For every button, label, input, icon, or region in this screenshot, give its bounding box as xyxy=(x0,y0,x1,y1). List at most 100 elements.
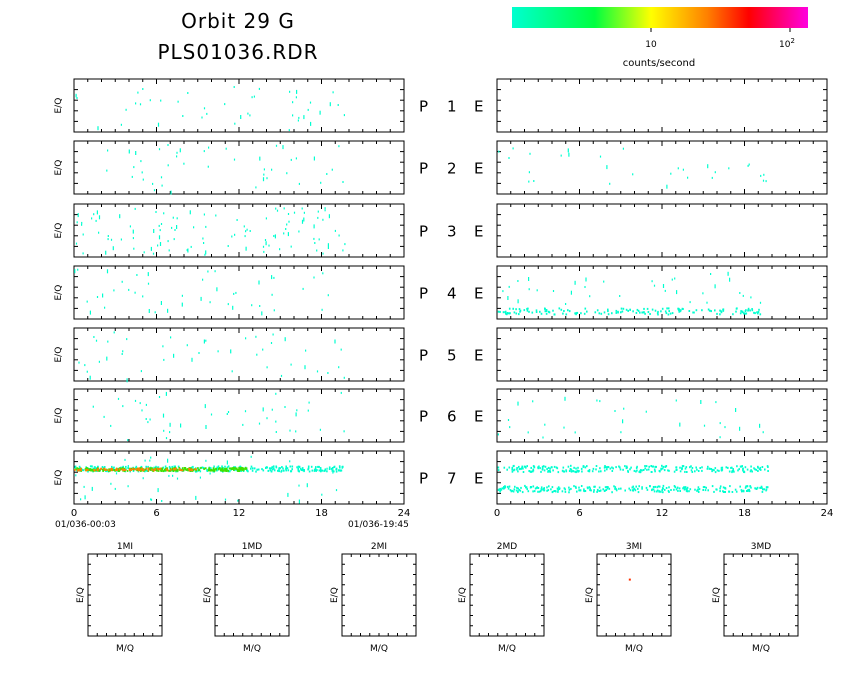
data-point xyxy=(163,429,165,432)
data-point xyxy=(107,238,109,241)
data-point xyxy=(574,470,576,473)
data-point xyxy=(311,469,314,472)
data-point xyxy=(647,311,650,313)
data-point xyxy=(574,485,577,488)
data-point xyxy=(578,486,580,489)
data-point xyxy=(506,485,509,488)
data-point xyxy=(176,225,178,229)
right-P1-frame xyxy=(496,78,828,133)
data-point xyxy=(216,466,218,469)
data-point xyxy=(540,470,542,473)
data-point xyxy=(303,470,305,473)
data-point xyxy=(214,270,216,273)
data-point xyxy=(95,219,97,222)
data-point xyxy=(136,468,138,471)
data-point xyxy=(186,249,188,252)
data-point xyxy=(335,468,337,471)
data-point xyxy=(227,465,230,468)
data-point xyxy=(178,468,181,471)
data-point xyxy=(270,342,273,344)
data-point xyxy=(273,276,275,279)
data-point xyxy=(302,469,304,472)
data-point xyxy=(681,465,684,468)
data-point xyxy=(209,301,211,304)
data-point xyxy=(224,467,226,470)
data-point xyxy=(565,303,567,305)
data-point xyxy=(714,284,716,289)
data-point xyxy=(701,466,703,469)
data-point xyxy=(633,469,636,472)
data-point xyxy=(714,471,717,474)
data-point xyxy=(606,466,608,469)
data-point xyxy=(251,96,253,99)
data-point xyxy=(162,413,165,418)
data-point xyxy=(165,469,167,472)
data-point xyxy=(707,465,709,468)
data-point xyxy=(538,490,541,493)
data-point xyxy=(286,223,288,226)
data-point xyxy=(528,171,530,174)
data-point xyxy=(338,469,340,472)
data-point xyxy=(550,466,553,469)
data-point xyxy=(126,469,129,472)
data-point xyxy=(544,307,546,310)
data-point xyxy=(137,467,140,470)
data-point xyxy=(547,489,550,492)
data-point xyxy=(760,486,762,489)
data-point xyxy=(116,469,118,471)
data-point xyxy=(86,370,88,373)
data-point xyxy=(284,337,286,342)
data-point xyxy=(604,465,606,467)
data-point xyxy=(227,303,229,306)
small-panel-title: 1MD xyxy=(242,542,262,552)
data-point xyxy=(603,280,605,283)
colorbar-label: counts/second xyxy=(623,58,695,69)
data-point xyxy=(557,486,560,489)
data-point xyxy=(253,467,256,470)
data-point xyxy=(676,468,678,471)
data-point xyxy=(652,488,655,491)
data-point xyxy=(319,467,322,469)
data-point xyxy=(153,189,156,192)
data-point xyxy=(127,485,129,488)
data-point xyxy=(107,149,109,152)
data-point xyxy=(182,467,184,470)
data-point xyxy=(643,311,645,314)
data-point xyxy=(646,307,649,310)
data-point xyxy=(317,210,319,213)
data-point xyxy=(298,182,300,185)
data-point xyxy=(618,465,620,468)
data-point xyxy=(324,209,326,212)
data-point xyxy=(160,469,162,472)
data-point xyxy=(233,86,235,88)
data-point xyxy=(338,234,340,237)
left-ylabel: E/Q xyxy=(54,347,64,363)
data-point xyxy=(606,165,608,170)
data-point xyxy=(563,310,565,312)
data-point xyxy=(673,488,675,491)
data-point xyxy=(288,220,290,223)
data-point xyxy=(575,486,577,489)
data-point xyxy=(562,466,565,469)
data-point xyxy=(742,467,744,470)
data-point xyxy=(268,244,270,247)
data-point xyxy=(666,184,668,189)
data-point xyxy=(746,485,748,488)
data-point xyxy=(750,486,752,489)
data-point xyxy=(594,485,596,488)
data-point xyxy=(539,467,541,470)
data-point xyxy=(264,239,267,241)
data-point xyxy=(97,126,99,131)
data-point xyxy=(272,333,274,336)
data-point xyxy=(324,468,327,471)
data-point xyxy=(296,89,298,94)
data-point xyxy=(257,468,260,471)
data-point xyxy=(570,290,572,295)
data-point xyxy=(606,487,609,490)
data-point xyxy=(242,467,244,470)
data-point xyxy=(656,312,659,315)
data-point xyxy=(343,430,345,433)
data-point xyxy=(90,468,93,471)
data-point xyxy=(724,491,726,493)
data-point xyxy=(526,488,528,491)
